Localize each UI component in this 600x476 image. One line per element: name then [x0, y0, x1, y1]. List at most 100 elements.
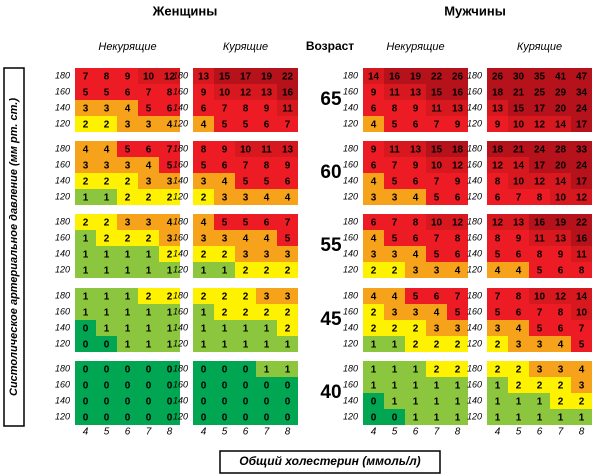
risk-cell [384, 68, 405, 84]
cholesterol-label: 8 [167, 427, 173, 438]
cholesterol-label: 5 [104, 427, 110, 438]
risk-cell [487, 84, 508, 100]
risk-cell [235, 189, 256, 205]
risk-cell [363, 288, 384, 304]
risk-cell [159, 157, 180, 173]
risk-value: 1 [146, 324, 152, 335]
risk-value: 1 [243, 340, 249, 351]
cholesterol-label: 4 [371, 427, 377, 438]
risk-cell [405, 230, 426, 246]
risk-value: 6 [558, 266, 564, 277]
bp-label: 180 [343, 143, 358, 153]
bp-label: 180 [173, 216, 188, 226]
risk-cell [550, 304, 571, 320]
risk-cell [487, 157, 508, 173]
risk-value: 8 [579, 266, 585, 277]
risk-value: 1 [537, 397, 543, 408]
risk-cell [571, 304, 592, 320]
risk-cell [138, 304, 159, 320]
risk-value: 5 [495, 308, 501, 319]
risk-value: 5 [83, 88, 89, 99]
risk-cell [256, 262, 277, 278]
risk-cell [529, 361, 550, 377]
risk-value: 7 [516, 193, 522, 204]
cholesterol-label: 8 [455, 427, 461, 438]
risk-cell [159, 320, 180, 336]
risk-cell [96, 361, 117, 377]
risk-value: 4 [413, 250, 419, 261]
risk-cell [193, 246, 214, 262]
risk-cell [138, 246, 159, 262]
risk-cell [384, 288, 405, 304]
risk-value: 19 [261, 72, 273, 83]
risk-cell [447, 393, 468, 409]
risk-cell [384, 116, 405, 132]
bp-label: 120 [343, 191, 358, 201]
risk-cell [447, 409, 468, 425]
risk-value: 1 [285, 340, 291, 351]
risk-value: 11 [389, 88, 400, 99]
risk-value: 1 [455, 413, 461, 424]
risk-value: 3 [371, 193, 377, 204]
risk-value: 1 [579, 413, 585, 424]
risk-value: 3 [371, 250, 377, 261]
risk-value: 3 [222, 193, 228, 204]
panel-label: Некурящие [386, 41, 444, 53]
risk-cell [508, 230, 529, 246]
bp-label: 160 [467, 86, 482, 96]
risk-value: 3 [104, 104, 110, 115]
risk-cell [138, 409, 159, 425]
risk-cell [117, 189, 138, 205]
risk-value: 28 [555, 145, 567, 156]
risk-cell [96, 304, 117, 320]
risk-value: 3 [125, 120, 131, 131]
risk-cell [159, 393, 180, 409]
risk-value: 1 [104, 308, 110, 319]
risk-value: 0 [83, 324, 89, 335]
risk-cell [96, 214, 117, 230]
risk-cell [508, 377, 529, 393]
risk-cell [75, 189, 96, 205]
risk-value: 4 [243, 234, 249, 245]
risk-cell [214, 377, 235, 393]
risk-value: 17 [240, 72, 252, 83]
risk-value: 1 [83, 292, 89, 303]
risk-value: 4 [371, 120, 377, 131]
risk-cell [363, 100, 384, 116]
risk-value: 0 [264, 381, 270, 392]
risk-value: 2 [104, 218, 110, 229]
risk-cell [426, 189, 447, 205]
risk-value: 1 [201, 324, 207, 335]
risk-value: 22 [282, 72, 294, 83]
risk-value: 0 [167, 397, 173, 408]
bp-label: 180 [343, 363, 358, 373]
risk-value: 2 [516, 365, 522, 376]
bp-label: 120 [467, 264, 482, 274]
risk-value: 7 [495, 292, 501, 303]
risk-value: 1 [371, 340, 377, 351]
risk-value: 2 [201, 250, 207, 261]
risk-value: 0 [83, 365, 89, 376]
bp-label: 160 [343, 86, 358, 96]
bp-label: 160 [467, 379, 482, 389]
risk-cell [75, 409, 96, 425]
bp-label: 140 [173, 322, 188, 332]
bp-label: 180 [55, 143, 70, 153]
risk-value: 2 [285, 308, 291, 319]
risk-value: 1 [83, 266, 89, 277]
risk-cell [117, 84, 138, 100]
risk-value: 1 [434, 397, 440, 408]
risk-value: 9 [413, 104, 419, 115]
risk-value: 1 [413, 365, 419, 376]
risk-value: 6 [146, 145, 152, 156]
risk-value: 0 [243, 365, 249, 376]
bp-label: 180 [173, 290, 188, 300]
risk-cell [277, 336, 298, 352]
risk-cell [571, 116, 592, 132]
risk-cell [256, 336, 277, 352]
risk-cell [508, 141, 529, 157]
risk-cell [487, 377, 508, 393]
risk-cell [138, 262, 159, 278]
risk-cell [405, 304, 426, 320]
risk-cell [363, 304, 384, 320]
